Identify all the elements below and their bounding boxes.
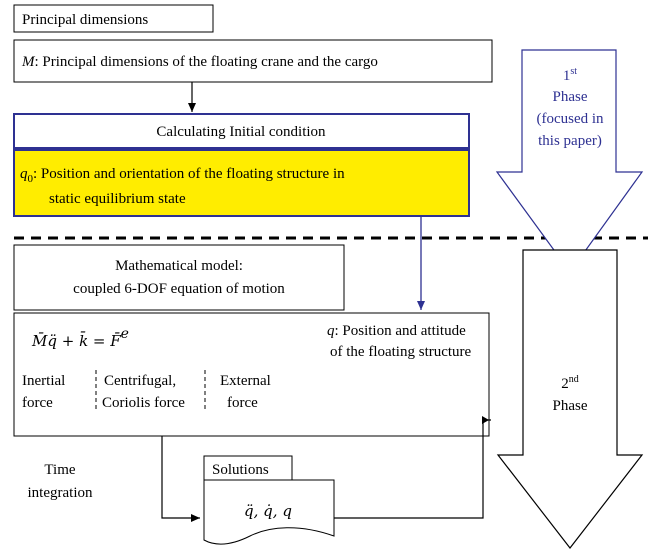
label: Mathematical model:: [115, 258, 243, 274]
label: Inertial: [22, 373, 65, 389]
label: static equilibrium state: [49, 191, 186, 207]
label: Coriolis force: [102, 395, 185, 411]
box: [13, 312, 490, 437]
label: Phase: [553, 398, 588, 414]
label: of the floating structure: [330, 344, 472, 360]
label: 1st: [563, 66, 577, 84]
label: Phase: [553, 89, 588, 105]
label: Calculating Initial condition: [156, 124, 326, 140]
label: coupled 6-DOF equation of motion: [73, 281, 285, 297]
box: [13, 113, 470, 149]
label: q̈, q̇, q: [244, 502, 292, 520]
box: [13, 39, 493, 83]
label: integration: [28, 485, 93, 501]
box: [13, 149, 470, 217]
document: [203, 479, 335, 545]
label: force: [22, 395, 53, 411]
label: force: [227, 395, 258, 411]
label: this paper): [538, 133, 602, 149]
label: M: Principal dimensions of the floating …: [21, 54, 378, 70]
label: 2nd: [561, 374, 579, 392]
box: [13, 4, 214, 33]
label: External: [220, 373, 271, 389]
label: q: Position and attitude: [327, 323, 466, 339]
label: (focused in: [536, 111, 604, 127]
box: [203, 455, 293, 481]
label: Centrifugal,: [104, 373, 176, 389]
phase-arrow: [496, 249, 644, 549]
label: Solutions: [212, 462, 269, 478]
label: Principal dimensions: [22, 12, 148, 28]
arrow: [161, 436, 200, 522]
label: q0: Position and orientation of the floa…: [20, 166, 345, 185]
label: Time: [44, 462, 75, 478]
box: [13, 244, 345, 311]
arrow-head: [482, 416, 489, 424]
equation: M̄q̈ + k̄ = F̄e: [31, 326, 129, 350]
phase-arrow: [495, 49, 644, 274]
